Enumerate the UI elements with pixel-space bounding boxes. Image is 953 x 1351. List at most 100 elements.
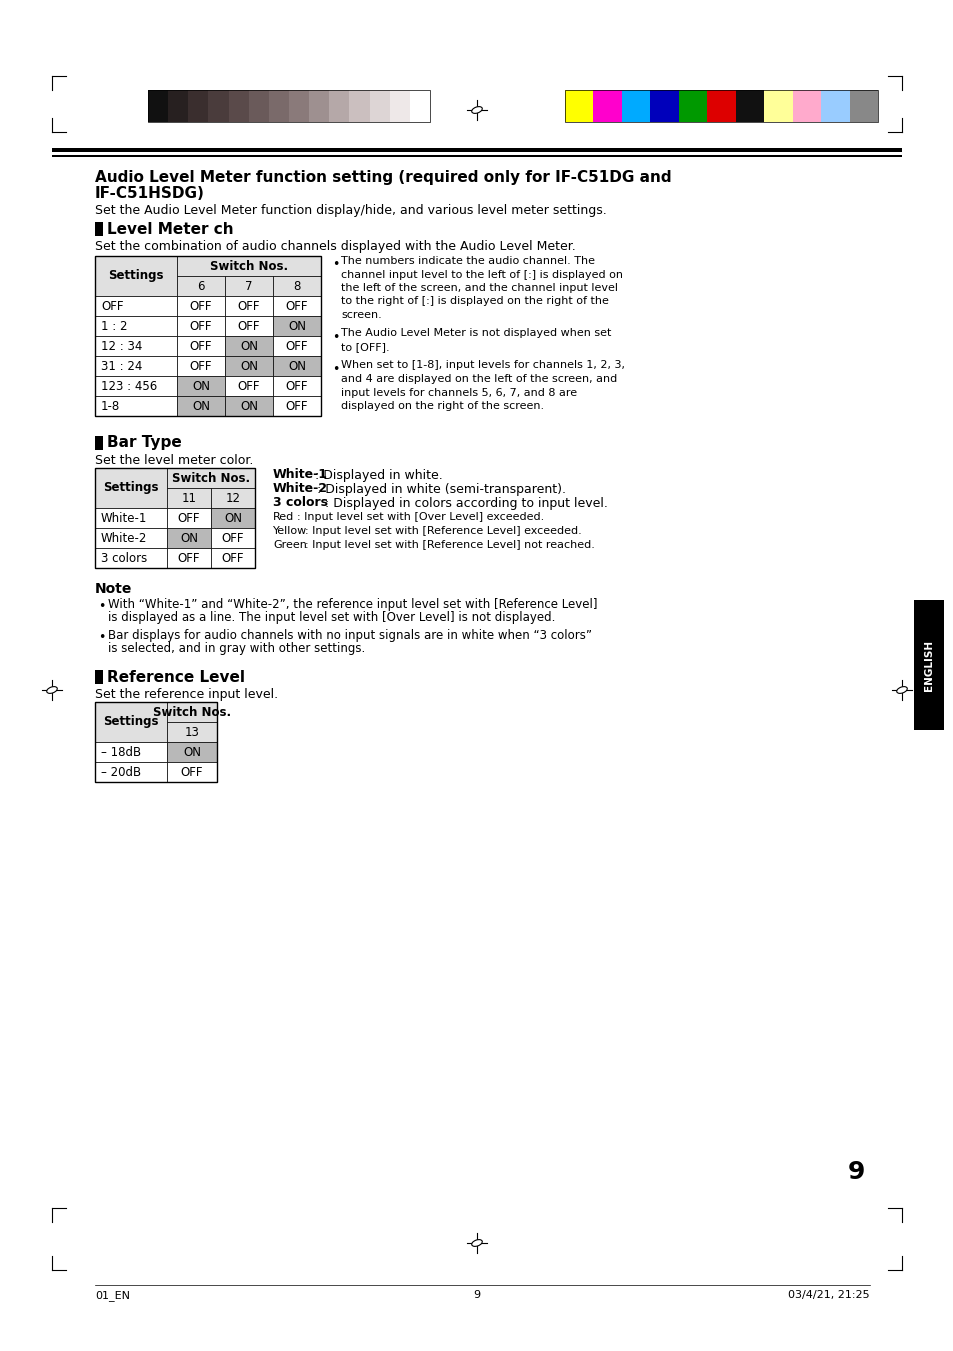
Text: OFF: OFF (237, 380, 260, 393)
Text: ON: ON (240, 339, 257, 353)
Bar (410, 91, 430, 122)
Text: and 4 are displayed on the left of the screen, and: and 4 are displayed on the left of the s… (340, 374, 617, 384)
Text: OFF: OFF (177, 551, 200, 565)
Text: ON: ON (183, 746, 201, 758)
Bar (229, 91, 249, 122)
Text: White-2: White-2 (273, 482, 328, 496)
Bar (168, 91, 189, 122)
Text: Settings: Settings (108, 269, 164, 282)
Text: Set the reference input level.: Set the reference input level. (95, 688, 278, 701)
Text: 9: 9 (846, 1161, 864, 1183)
Bar (211, 549, 254, 567)
Text: When set to [1-8], input levels for channels 1, 2, 3,: When set to [1-8], input levels for chan… (340, 361, 624, 370)
Ellipse shape (471, 1240, 482, 1247)
Text: 31 : 24: 31 : 24 (101, 359, 142, 373)
Text: White-2: White-2 (101, 531, 147, 544)
Text: : Displayed in white (semi-transparent).: : Displayed in white (semi-transparent). (316, 482, 565, 496)
Text: to [OFF].: to [OFF]. (340, 342, 389, 353)
Text: OFF: OFF (237, 319, 260, 332)
Bar (95, 508, 167, 528)
Bar (177, 357, 225, 376)
Text: 03/4/21, 21:25: 03/4/21, 21:25 (787, 1290, 869, 1300)
Text: OFF: OFF (286, 380, 308, 393)
Text: 7: 7 (245, 280, 253, 293)
Text: OFF: OFF (101, 300, 123, 312)
Bar (95, 436, 103, 450)
Text: Switch Nos.: Switch Nos. (172, 471, 250, 485)
Text: Switch Nos.: Switch Nos. (210, 259, 288, 273)
Bar (289, 91, 310, 122)
Bar (273, 396, 320, 416)
Bar (167, 508, 211, 528)
Text: OFF: OFF (237, 300, 260, 312)
Bar (177, 255, 320, 276)
Text: to the right of [:] is displayed on the right of the: to the right of [:] is displayed on the … (340, 296, 608, 307)
Text: OFF: OFF (221, 551, 244, 565)
Bar (650, 91, 679, 122)
Text: Settings: Settings (103, 481, 158, 494)
Bar (913, 600, 943, 730)
Bar (273, 276, 320, 296)
Bar (621, 91, 650, 122)
Text: White-1: White-1 (273, 469, 328, 481)
Bar (273, 296, 320, 316)
Bar (167, 742, 216, 762)
Bar (225, 296, 273, 316)
Text: White-1: White-1 (101, 512, 147, 524)
Text: ON: ON (240, 400, 257, 412)
Bar (763, 91, 792, 122)
Text: OFF: OFF (190, 300, 212, 312)
Bar (564, 91, 877, 122)
Bar (211, 508, 254, 528)
Text: •: • (332, 362, 339, 376)
Text: Settings: Settings (103, 716, 158, 728)
Bar (95, 467, 167, 508)
Bar (148, 91, 430, 122)
Bar (679, 91, 707, 122)
Text: Bar displays for audio channels with no input signals are in white when “3 color: Bar displays for audio channels with no … (108, 630, 592, 642)
Text: 11: 11 (181, 492, 196, 504)
Text: Audio Level Meter function setting (required only for IF-C51DG and: Audio Level Meter function setting (requ… (95, 170, 671, 185)
Bar (95, 376, 177, 396)
Bar (211, 488, 254, 508)
Text: ON: ON (224, 512, 242, 524)
Text: OFF: OFF (190, 319, 212, 332)
Text: – 18dB: – 18dB (101, 746, 141, 758)
Bar (167, 549, 211, 567)
Text: ON: ON (240, 359, 257, 373)
Text: Level Meter ch: Level Meter ch (107, 222, 233, 236)
Bar (52, 149, 901, 153)
Bar (167, 703, 216, 721)
Text: 1 : 2: 1 : 2 (101, 319, 128, 332)
Text: OFF: OFF (286, 300, 308, 312)
Bar (225, 396, 273, 416)
Text: •: • (332, 331, 339, 343)
Bar (211, 528, 254, 549)
Text: the left of the screen, and the channel input level: the left of the screen, and the channel … (340, 282, 618, 293)
Bar (349, 91, 370, 122)
Text: OFF: OFF (221, 531, 244, 544)
Bar (188, 91, 209, 122)
Text: 123 : 456: 123 : 456 (101, 380, 157, 393)
Bar (309, 91, 330, 122)
Text: ON: ON (192, 400, 210, 412)
Text: Green: Green (273, 540, 307, 550)
Ellipse shape (896, 686, 906, 693)
Bar (273, 316, 320, 336)
Text: 01_EN: 01_EN (95, 1290, 130, 1301)
Bar (177, 276, 225, 296)
Text: Set the Audio Level Meter function display/hide, and various level meter setting: Set the Audio Level Meter function displ… (95, 204, 606, 218)
Bar (95, 742, 167, 762)
Text: •: • (98, 631, 105, 644)
Ellipse shape (47, 686, 57, 693)
Text: Bar Type: Bar Type (107, 435, 182, 450)
Text: ON: ON (180, 531, 198, 544)
Bar (225, 276, 273, 296)
Bar (177, 316, 225, 336)
Text: screen.: screen. (340, 309, 381, 320)
Bar (95, 528, 167, 549)
Bar (792, 91, 821, 122)
Text: Set the combination of audio channels displayed with the Audio Level Meter.: Set the combination of audio channels di… (95, 240, 576, 253)
Text: : Displayed in colors according to input level.: : Displayed in colors according to input… (325, 497, 607, 509)
Bar (95, 762, 167, 782)
